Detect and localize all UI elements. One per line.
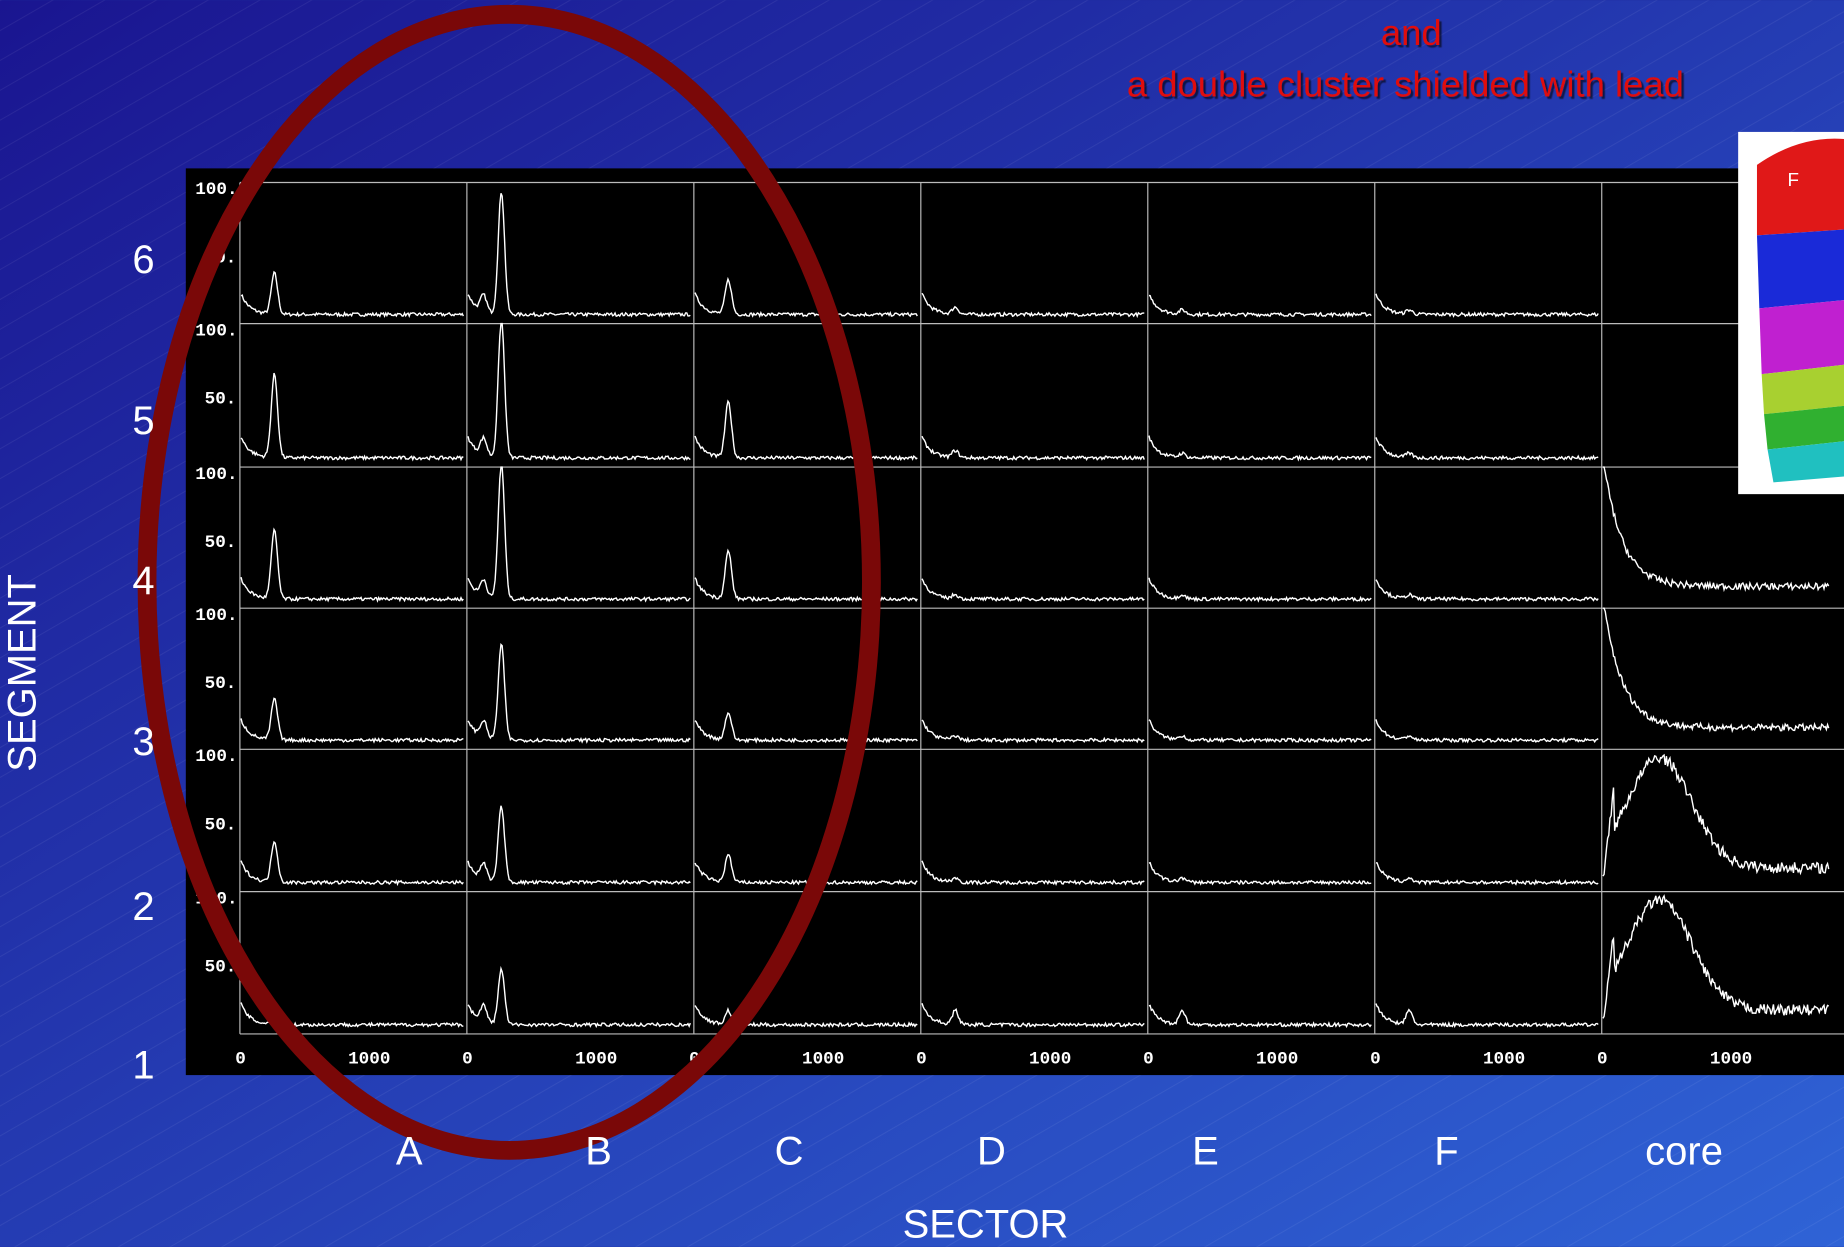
spectrum-trace	[694, 711, 918, 744]
spectrum-trace	[1375, 437, 1599, 462]
highlight-ellipse	[137, 4, 881, 1160]
x-tick-label: 1000	[1256, 1049, 1298, 1069]
spectrum-trace	[921, 578, 1145, 603]
x-tick-label: 0	[1143, 1049, 1154, 1069]
title-line: a double cluster shielded with lead	[1127, 64, 1684, 105]
spectrum-trace	[694, 399, 918, 462]
spectrum-trace	[467, 643, 691, 744]
spectrum-trace	[1148, 1004, 1372, 1029]
y-tick-label: 50.	[205, 390, 237, 410]
sector-label: A	[396, 1129, 423, 1173]
y-tick-label: 100.	[195, 321, 237, 341]
spectrum-trace	[1148, 861, 1372, 886]
spectrum-trace	[467, 193, 691, 318]
x-tick-label: 0	[1597, 1049, 1608, 1069]
spectrum-trace	[921, 292, 1145, 319]
y-tick-label: 100.	[195, 180, 237, 200]
x-tick-label: 0	[916, 1049, 927, 1069]
x-tick-label: 1000	[348, 1049, 390, 1069]
x-tick-label: 1000	[1710, 1049, 1752, 1069]
sector-label: D	[977, 1129, 1006, 1173]
y-tick-label: 50.	[205, 674, 237, 694]
x-tick-label: 0	[235, 1049, 246, 1069]
x-tick-label: 1000	[1483, 1049, 1525, 1069]
spectrum-trace	[694, 276, 918, 318]
sector-label: C	[775, 1129, 804, 1173]
x-tick-label: 1000	[575, 1049, 617, 1069]
spectrum-trace	[1148, 577, 1372, 603]
spectrum-trace	[921, 860, 1145, 886]
spectrum-trace	[1602, 466, 1830, 593]
spectrum-trace	[467, 322, 691, 462]
y-tick-label: 50.	[205, 815, 237, 835]
x-tick-label: 0	[1370, 1049, 1381, 1069]
sector-label: core	[1645, 1129, 1723, 1173]
spectra-panel	[185, 168, 1844, 1076]
sector-label: E	[1192, 1129, 1219, 1173]
spectrum-trace	[467, 965, 691, 1029]
spectrum-trace	[1375, 719, 1599, 744]
x-tick-label: 0	[462, 1049, 473, 1069]
y-tick-label: 50.	[205, 533, 237, 553]
spectrum-trace	[467, 466, 691, 603]
spectrum-trace	[921, 1003, 1145, 1028]
segment-label: 2	[132, 885, 154, 929]
spectrum-trace	[467, 805, 691, 886]
spectrum-trace	[1375, 293, 1599, 318]
segment-label: 5	[132, 399, 154, 443]
spectrum-trace	[1148, 719, 1372, 744]
spectrum-trace	[1602, 753, 1830, 877]
segment-label: 1	[132, 1044, 154, 1088]
inset-label: F	[1788, 169, 1799, 190]
x-tick-label: 1000	[802, 1049, 844, 1069]
spectrum-trace	[240, 527, 464, 603]
segment-label: 3	[132, 720, 154, 764]
segment-label: 6	[132, 238, 154, 282]
y-axis-title: SEGMENT	[0, 574, 44, 772]
spectrum-trace	[240, 697, 464, 744]
y-tick-label: 100.	[195, 606, 237, 626]
y-tick-label: 100.	[195, 465, 237, 485]
spectrum-trace	[921, 719, 1145, 744]
x-tick-label: 1000	[1029, 1049, 1071, 1069]
segment-label: 4	[132, 559, 154, 603]
sector-label: B	[585, 1129, 612, 1173]
spectrum-trace	[1148, 435, 1372, 462]
spectrum-trace	[1148, 294, 1372, 319]
y-tick-label: 100.	[195, 747, 237, 767]
spectrum-trace	[1602, 894, 1830, 1019]
spectrum-trace	[921, 435, 1145, 462]
spectrum-trace	[240, 270, 464, 319]
y-tick-label: 50.	[205, 958, 237, 978]
spectrum-trace	[1375, 579, 1599, 603]
spectrum-trace	[1602, 607, 1830, 734]
sector-label: F	[1434, 1129, 1458, 1173]
spectrum-trace	[240, 372, 464, 462]
detector-inset: F	[1738, 131, 1844, 495]
spectrum-trace	[694, 853, 918, 886]
spectrum-trace	[1375, 862, 1599, 886]
spectrum-trace	[1375, 1003, 1599, 1029]
title-line: and	[1381, 12, 1442, 53]
spectrum-trace	[240, 840, 464, 887]
x-axis-title: SECTOR	[903, 1202, 1069, 1246]
